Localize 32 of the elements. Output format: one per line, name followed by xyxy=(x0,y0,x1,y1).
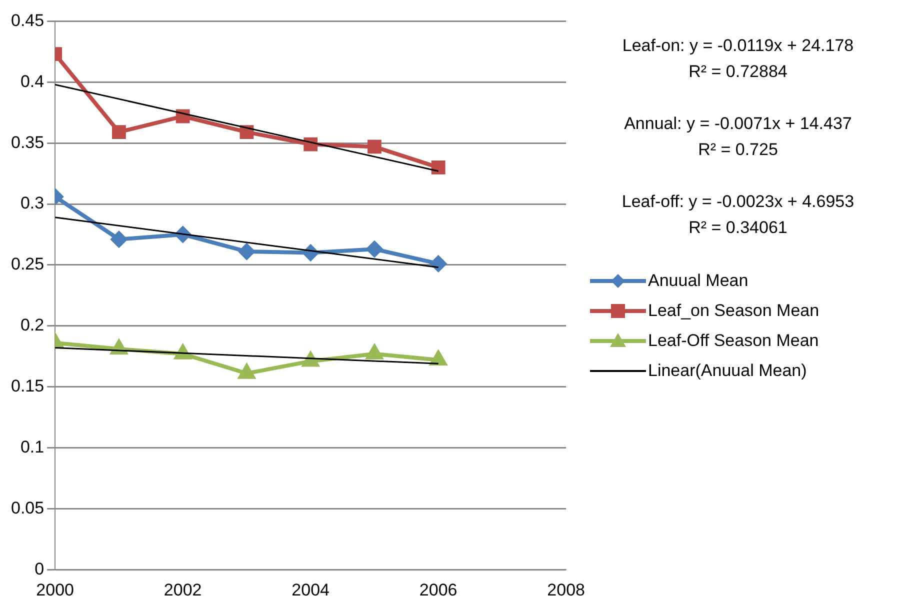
x-tick-label: 2000 xyxy=(36,580,74,600)
x-tick-label: 2004 xyxy=(292,580,330,600)
point xyxy=(112,125,126,140)
y-tick-label: 0.25 xyxy=(10,254,44,274)
x-tick-label: 2008 xyxy=(547,580,586,600)
legend-label: Linear(Anuual Mean) xyxy=(648,361,808,381)
y-tick-label: 0.05 xyxy=(10,498,44,518)
y-tick-label: 0.3 xyxy=(20,194,44,213)
y-tick-label: 0.15 xyxy=(10,376,44,396)
text: Leaf-off: y = -0.0023x + 4.6953 R² = 0.34061 xyxy=(620,191,856,239)
text: Leaf-on: y = -0.0119x + 24.178 R² = 0.72884 xyxy=(621,35,855,83)
legend-label: Leaf-Off Season Mean xyxy=(648,331,820,351)
legend-label: Anuual Mean xyxy=(648,271,750,291)
y-tick-label: 0.1 xyxy=(20,437,44,456)
point xyxy=(431,160,446,174)
legend-label: Leaf_on Season Mean xyxy=(648,301,820,321)
y-tick-label: 0 xyxy=(34,559,44,578)
point xyxy=(430,256,446,272)
point xyxy=(110,231,127,248)
point xyxy=(366,241,382,258)
y-tick-label: 0.35 xyxy=(10,132,44,152)
y-tick-label: 0.45 xyxy=(10,10,44,30)
y-tick-label: 0.4 xyxy=(20,72,44,91)
point xyxy=(368,140,382,154)
point xyxy=(238,244,255,260)
point xyxy=(430,350,446,366)
x-tick-label: 2006 xyxy=(419,580,458,600)
point xyxy=(366,344,383,360)
text: Annual: y = -0.0071x + 14.437 R² = 0.725 xyxy=(623,113,853,161)
y-tick-label: 0.2 xyxy=(20,316,44,335)
x-tick-label: 2002 xyxy=(164,580,202,600)
point xyxy=(238,364,255,379)
